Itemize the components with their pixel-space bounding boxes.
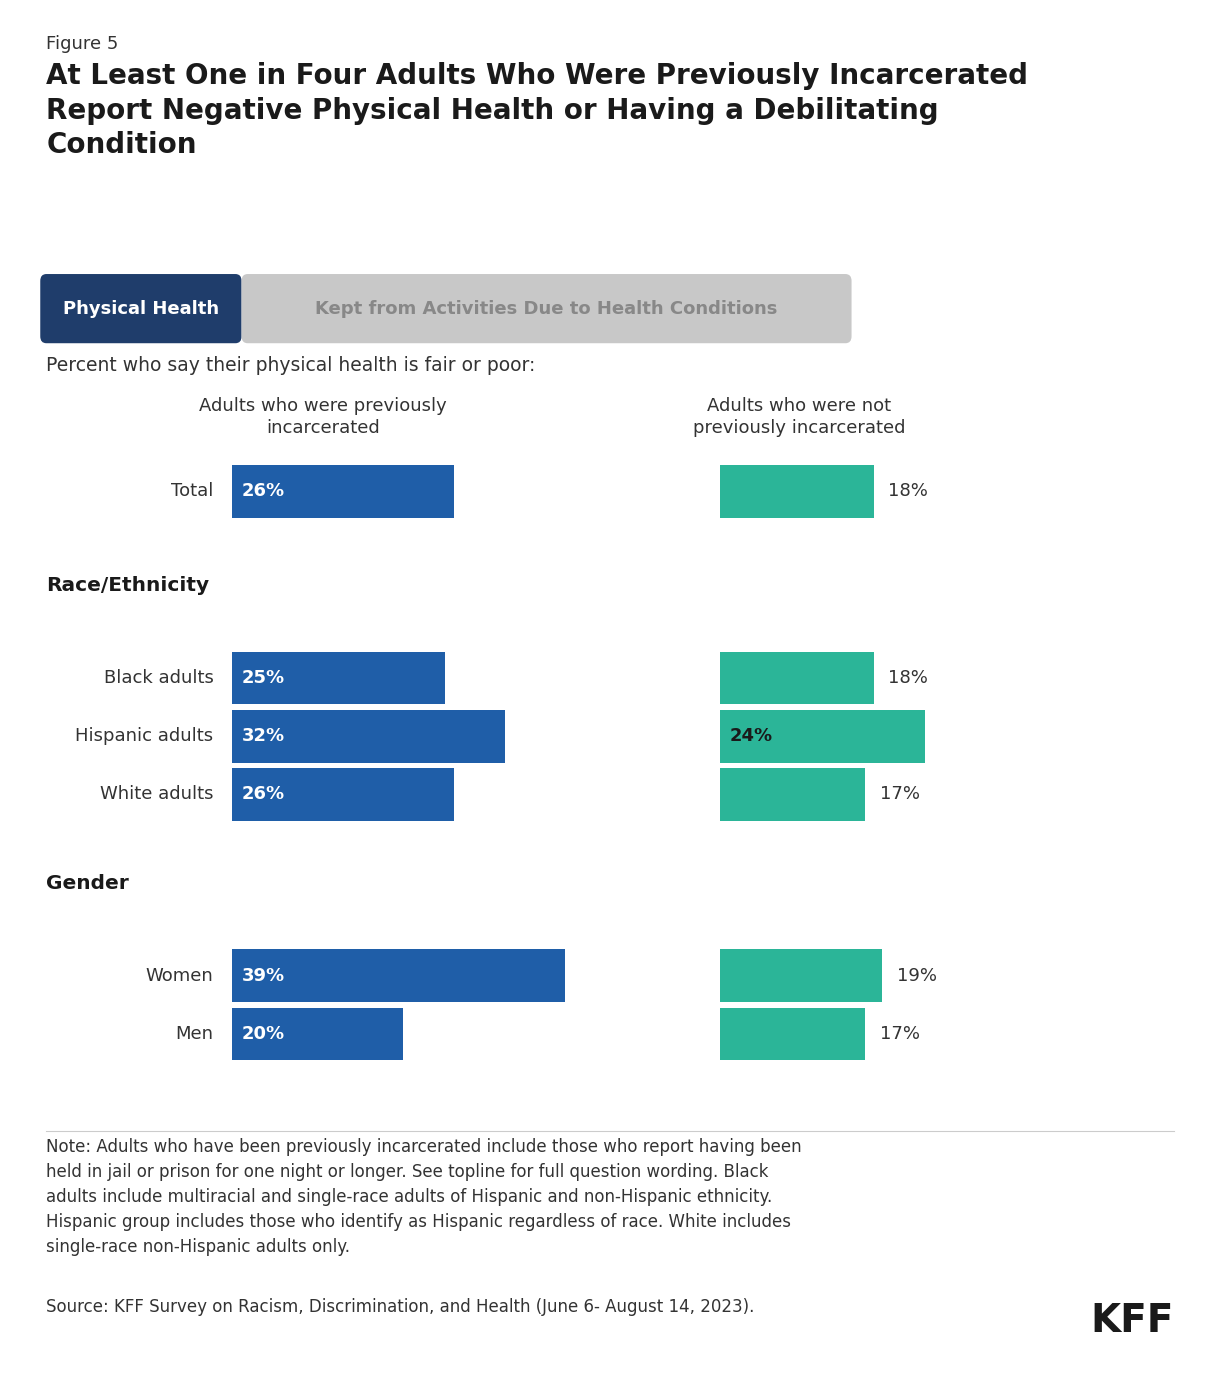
Text: 18%: 18% — [888, 482, 928, 501]
Text: 39%: 39% — [242, 966, 284, 985]
Text: 26%: 26% — [242, 785, 284, 804]
Text: Hispanic adults: Hispanic adults — [76, 727, 214, 746]
FancyBboxPatch shape — [242, 274, 852, 343]
FancyBboxPatch shape — [232, 1008, 403, 1060]
Text: 17%: 17% — [880, 785, 920, 804]
Text: 26%: 26% — [242, 482, 284, 501]
Text: 19%: 19% — [897, 966, 937, 985]
FancyBboxPatch shape — [720, 465, 874, 518]
FancyBboxPatch shape — [720, 710, 925, 763]
Text: 24%: 24% — [730, 727, 772, 746]
Text: Physical Health: Physical Health — [63, 299, 218, 318]
Text: Gender: Gender — [46, 873, 129, 893]
Text: Percent who say their physical health is fair or poor:: Percent who say their physical health is… — [46, 356, 536, 375]
Text: At Least One in Four Adults Who Were Previously Incarcerated
Report Negative Phy: At Least One in Four Adults Who Were Pre… — [46, 62, 1028, 159]
Text: White adults: White adults — [100, 785, 214, 804]
Text: Kept from Activities Due to Health Conditions: Kept from Activities Due to Health Condi… — [316, 299, 777, 318]
Text: Black adults: Black adults — [104, 668, 214, 688]
Text: Men: Men — [176, 1024, 213, 1044]
Text: Source: KFF Survey on Racism, Discrimination, and Health (June 6- August 14, 202: Source: KFF Survey on Racism, Discrimina… — [46, 1298, 755, 1316]
Text: Note: Adults who have been previously incarcerated include those who report havi: Note: Adults who have been previously in… — [46, 1138, 802, 1255]
FancyBboxPatch shape — [720, 949, 882, 1002]
FancyBboxPatch shape — [232, 652, 445, 704]
Text: 17%: 17% — [880, 1024, 920, 1044]
Text: 20%: 20% — [242, 1024, 284, 1044]
FancyBboxPatch shape — [720, 768, 865, 821]
FancyBboxPatch shape — [232, 949, 565, 1002]
FancyBboxPatch shape — [232, 465, 454, 518]
Text: 18%: 18% — [888, 668, 928, 688]
Text: Adults who were not
previously incarcerated: Adults who were not previously incarcera… — [693, 397, 905, 437]
Text: KFF: KFF — [1091, 1302, 1174, 1340]
Text: 25%: 25% — [242, 668, 284, 688]
FancyBboxPatch shape — [720, 1008, 865, 1060]
FancyBboxPatch shape — [720, 652, 874, 704]
Text: 32%: 32% — [242, 727, 284, 746]
Text: Women: Women — [145, 966, 214, 985]
FancyBboxPatch shape — [232, 768, 454, 821]
Text: Figure 5: Figure 5 — [46, 35, 118, 53]
Text: Race/Ethnicity: Race/Ethnicity — [46, 576, 210, 595]
FancyBboxPatch shape — [232, 710, 505, 763]
Text: Adults who were previously
incarcerated: Adults who were previously incarcerated — [199, 397, 448, 437]
Text: Total: Total — [171, 482, 213, 501]
FancyBboxPatch shape — [40, 274, 242, 343]
